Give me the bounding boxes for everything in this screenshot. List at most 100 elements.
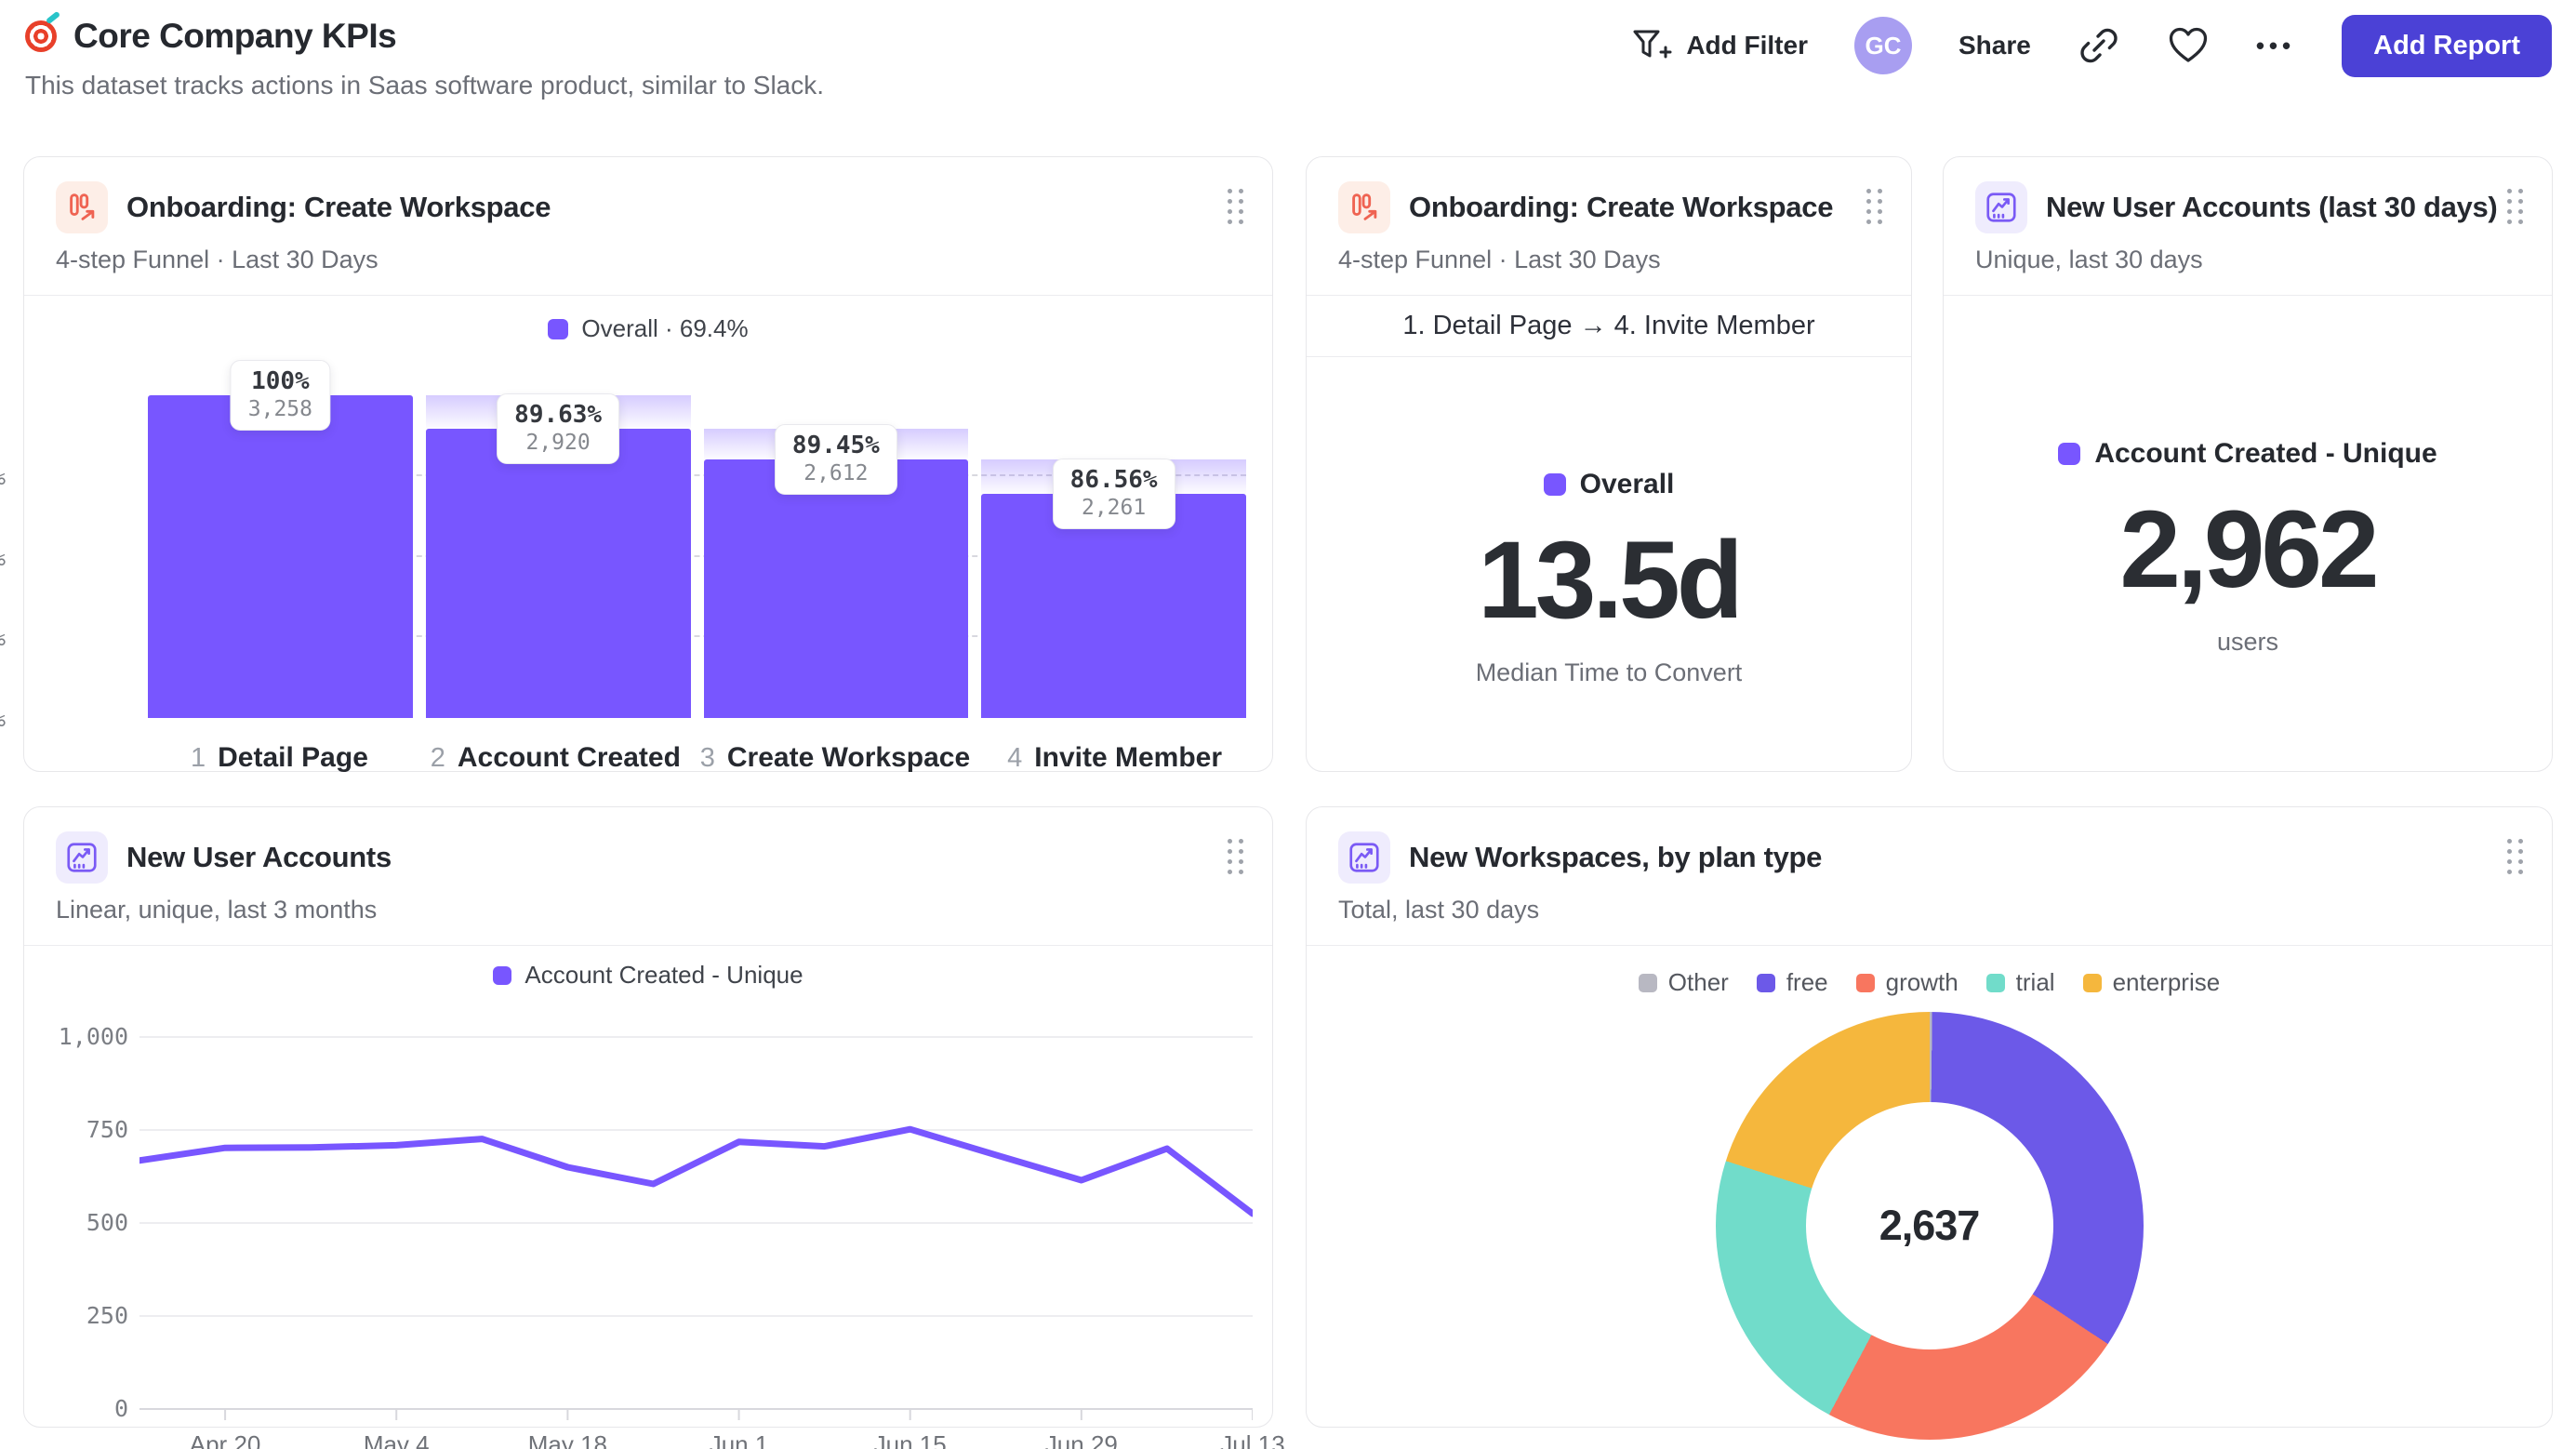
line-chart: 0 250 500 750 1,000 Apr 20 May 4 May 18 Jun 1 Jun… <box>46 1004 1285 1449</box>
legend-item-trial[interactable]: trial <box>1985 968 2055 997</box>
page-title: Core Company KPIs <box>73 17 397 55</box>
favorite-heart-button[interactable] <box>2167 26 2210 65</box>
card-subtitle: Unique, last 30 days <box>1975 246 2203 273</box>
donut-chart: 2,637 <box>1307 1012 2552 1440</box>
funnel-step-label: 2 Account Created <box>430 742 681 773</box>
card-ttc-header: Onboarding: Create Workspace 4-step Funn… <box>1307 157 1911 296</box>
card-title: New Workspaces, by plan type <box>1409 841 1823 873</box>
share-button[interactable]: Share <box>1959 31 2031 60</box>
funnel-bar-fill <box>148 395 413 718</box>
metric-caption: users <box>2216 627 2279 656</box>
legend-item-enterprise[interactable]: enterprise <box>2082 968 2221 997</box>
more-menu-button[interactable]: ••• <box>2255 31 2296 60</box>
line-chart-icon <box>1338 831 1390 884</box>
line-series[interactable] <box>139 1125 1253 1217</box>
y-axis-label: 250 <box>86 1302 128 1329</box>
legend-item-other[interactable]: Other <box>1638 968 1729 997</box>
legend-swatch <box>1855 973 1875 992</box>
y-axis-label: 0% <box>0 705 6 732</box>
drag-handle-icon[interactable] <box>1228 189 1244 225</box>
legend-label: Other <box>1667 968 1729 996</box>
legend-swatch <box>493 965 512 985</box>
metric-value: 2,962 <box>2119 487 2379 611</box>
donut-legend: Other free growth trial enterprise <box>1307 968 2552 997</box>
x-axis-label: May 4 <box>363 1430 430 1449</box>
funnel-bar[interactable]: 100% 3,258 <box>148 360 413 718</box>
legend-swatch <box>1985 973 2005 992</box>
line-chart-svg <box>139 1036 1253 1420</box>
legend-swatch <box>1638 973 1657 992</box>
legend-item-free[interactable]: free <box>1756 968 1828 997</box>
legend-swatch <box>548 318 569 339</box>
funnel-plot: 100% 3,258 89.63% 2,920 89.45% 2,612 86.56% 2,2… <box>148 360 1246 718</box>
legend-label: free <box>1786 968 1828 996</box>
gridline <box>148 473 1246 476</box>
donut-ring[interactable]: 2,637 <box>1715 1012 2144 1440</box>
funnel-y-axis: 0% 25% 50% 75% <box>0 395 6 732</box>
funnel-value-label: 100% 3,258 <box>230 360 330 431</box>
card-funnel-header: Onboarding: Create Workspace 4-step Funn… <box>24 157 1272 296</box>
funnel-value-label: 89.63% 2,920 <box>497 393 620 465</box>
funnel-value-label: 86.56% 2,261 <box>1052 459 1175 530</box>
toolbar: Add Filter GC Share ••• Add Report <box>1632 13 2552 78</box>
card-subtitle: Total, last 30 days <box>1338 896 1540 924</box>
x-axis-label: May 18 <box>527 1430 608 1449</box>
legend-label: Account Created - Unique <box>524 961 803 989</box>
y-axis-label: 25% <box>0 624 6 651</box>
drag-handle-icon[interactable] <box>1228 839 1244 875</box>
metric-legend[interactable]: Overall <box>1543 469 1674 500</box>
funnel-chart-icon <box>56 181 108 233</box>
gridline <box>148 554 1246 557</box>
funnel-chart-icon <box>1338 181 1390 233</box>
line-chart-icon <box>56 831 108 884</box>
legend-swatch <box>2082 973 2102 992</box>
card-donut-header: New Workspaces, by plan type Total, last… <box>1307 807 2552 946</box>
card-title: New User Accounts <box>126 841 392 873</box>
drag-handle-icon[interactable] <box>2507 189 2524 225</box>
card-subtitle: Linear, unique, last 3 months <box>56 896 378 924</box>
card-funnel: Onboarding: Create Workspace 4-step Funn… <box>0 156 1273 773</box>
y-axis-label: 75% <box>0 463 6 490</box>
metric-body: Account Created - Unique 2,962 users <box>1944 296 2552 798</box>
metric-value: 13.5d <box>1478 518 1744 642</box>
line-legend[interactable]: Account Created - Unique <box>24 961 1272 990</box>
target-icon <box>25 20 57 52</box>
dashboard-header: Core Company KPIs This dataset tracks ac… <box>25 17 824 100</box>
funnel-bar-fill <box>981 494 1246 718</box>
drag-handle-icon[interactable] <box>1866 189 1883 225</box>
card-title: Onboarding: Create Workspace <box>1409 191 1834 223</box>
drag-handle-icon[interactable] <box>2507 839 2524 875</box>
funnel-bar[interactable]: 89.63% 2,920 <box>425 393 691 718</box>
legend-label: growth <box>1885 968 1959 996</box>
funnel-bar-fill <box>425 429 691 718</box>
funnel-value-label: 89.45% 2,612 <box>774 423 897 495</box>
metric-legend[interactable]: Account Created - Unique <box>2058 438 2437 470</box>
x-axis-label: Jun 29 <box>1044 1430 1118 1449</box>
legend-item-growth[interactable]: growth <box>1855 968 1959 997</box>
add-report-button[interactable]: Add Report <box>2342 14 2552 77</box>
legend-label: trial <box>2015 968 2055 996</box>
funnel-bar[interactable]: 89.45% 2,612 <box>703 395 969 718</box>
metric-body: Overall 13.5d Median Time to Convert <box>1307 357 1911 798</box>
line-chart-icon <box>1975 181 2027 233</box>
y-axis-label: 1,000 <box>58 1023 128 1050</box>
card-new-accounts-30d: New User Accounts (last 30 days) Unique,… <box>1943 156 2553 772</box>
legend-label: enterprise <box>2112 968 2221 996</box>
card-n30-header: New User Accounts (last 30 days) Unique,… <box>1944 157 2552 296</box>
page-subtitle: This dataset tracks actions in Saas soft… <box>25 71 825 100</box>
copy-link-button[interactable] <box>2078 24 2120 67</box>
funnel-legend[interactable]: Overall · 69.4% <box>24 314 1272 343</box>
avatar[interactable]: GC <box>1853 17 1912 74</box>
funnel-plus-icon <box>1633 30 1672 59</box>
funnel-bar[interactable]: 86.56% 2,261 <box>981 395 1246 718</box>
share-label: Share <box>1958 31 2031 60</box>
x-axis-label: Apr 20 <box>189 1430 261 1449</box>
card-subtitle: 4-step Funnel · Last 30 Days <box>56 246 378 273</box>
add-filter-button[interactable]: Add Filter <box>1632 28 1808 63</box>
donut-total: 2,637 <box>1879 1202 1981 1249</box>
x-axis-label: Jul 13 <box>1220 1430 1285 1449</box>
legend-label: Account Created - Unique <box>2094 437 2437 469</box>
y-axis-label: 750 <box>86 1116 128 1143</box>
card-time-to-convert: Onboarding: Create Workspace 4-step Funn… <box>1306 156 1912 772</box>
